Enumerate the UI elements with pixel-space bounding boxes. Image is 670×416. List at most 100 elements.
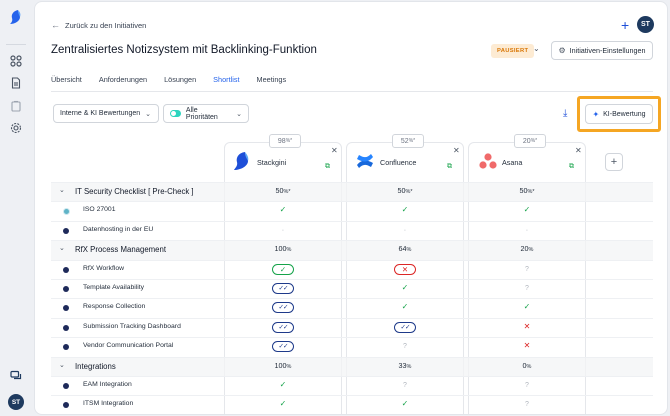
confluence-logo-icon bbox=[357, 154, 373, 168]
chevron-down-icon[interactable]: ⌄ bbox=[533, 44, 540, 53]
chevron-down-icon: ⌄ bbox=[236, 110, 242, 118]
check-icon[interactable]: ✓ bbox=[279, 399, 287, 409]
category-label: IT Security Checklist [ Pre-Check ] bbox=[75, 187, 194, 196]
check-icon[interactable]: ✓ bbox=[401, 205, 409, 215]
vendor-score-badge: 20 %* bbox=[514, 134, 546, 148]
external-link-icon[interactable]: ⧉ bbox=[447, 163, 452, 170]
check-icon[interactable]: ✓ bbox=[279, 379, 287, 389]
page-title: Zentralisiertes Notizsystem mit Backlink… bbox=[51, 44, 317, 56]
unknown-icon[interactable]: ? bbox=[525, 401, 529, 409]
check-icon[interactable]: ✓ bbox=[523, 205, 531, 215]
unknown-icon[interactable]: ? bbox=[525, 265, 529, 273]
verified-cross-icon[interactable]: ✕ bbox=[346, 263, 464, 275]
document-icon[interactable] bbox=[10, 77, 22, 89]
cross-icon[interactable]: ✕ bbox=[523, 341, 531, 351]
double-check-icon[interactable]: ✓✓ bbox=[224, 302, 342, 314]
requirement-row[interactable]: RfX Workflow ✓ ✕? bbox=[51, 259, 653, 279]
settings-gear-icon[interactable] bbox=[10, 122, 22, 134]
check-icon[interactable]: ✓ bbox=[523, 302, 531, 312]
apps-grid-icon[interactable] bbox=[10, 55, 22, 67]
arrow-left-icon: ← bbox=[51, 20, 60, 30]
double-check-icon[interactable]: ✓✓ bbox=[224, 341, 342, 353]
priority-dot-icon bbox=[63, 324, 69, 331]
requirement-label: Template Availability bbox=[83, 283, 145, 291]
settings-label: Initiativen-Einstellungen bbox=[569, 46, 646, 55]
tab-shortlist[interactable]: Shortlist bbox=[213, 72, 240, 92]
close-icon[interactable]: ✕ bbox=[453, 146, 460, 155]
category-score: 50%* bbox=[397, 186, 413, 195]
unknown-icon[interactable]: ? bbox=[403, 381, 407, 389]
requirement-label: ITSM Integration bbox=[83, 400, 134, 408]
check-icon[interactable]: ✓ bbox=[401, 282, 409, 292]
requirement-row[interactable]: ISO 27001 ✓ ✓ ✓ bbox=[51, 201, 653, 220]
tab-solutions[interactable]: Lösungen bbox=[164, 75, 197, 84]
back-link[interactable]: ← Zurück zu den Initiativen bbox=[51, 20, 146, 30]
check-icon[interactable]: ✓ bbox=[401, 399, 409, 409]
chat-icon[interactable] bbox=[10, 370, 22, 382]
sparkle-icon: ✦ bbox=[592, 109, 600, 119]
download-icon[interactable]: ⤓ bbox=[563, 108, 568, 119]
vendor-name: Stackgini bbox=[257, 158, 287, 167]
requirement-row[interactable]: Vendor Communication Portal ✓✓? ✕ bbox=[51, 337, 653, 356]
double-check-icon[interactable]: ✓✓ bbox=[346, 321, 464, 333]
not-applicable-icon[interactable]: · bbox=[281, 224, 285, 234]
tab-meetings[interactable]: Meetings bbox=[256, 75, 287, 84]
double-check-icon[interactable]: ✓✓ bbox=[224, 321, 342, 333]
category-row[interactable]: ⌄ Integrations 100% 33% 0% bbox=[51, 356, 653, 376]
tab-overview[interactable]: Übersicht bbox=[51, 75, 82, 84]
rail-separator bbox=[6, 44, 26, 45]
check-icon[interactable]: ✓ bbox=[401, 302, 409, 312]
requirement-label: Response Collection bbox=[83, 303, 146, 311]
close-icon[interactable]: ✕ bbox=[331, 146, 338, 155]
category-label: RfX Process Management bbox=[75, 245, 167, 255]
tab-bar: Übersicht Anforderungen Lösungen Shortli… bbox=[51, 72, 303, 92]
status-badge[interactable]: PAUSIERT bbox=[491, 44, 535, 58]
tab-requirements[interactable]: Anforderungen bbox=[98, 75, 148, 84]
cross-icon[interactable]: ✕ bbox=[523, 321, 531, 331]
ratings-filter-dropdown[interactable]: Interne & KI Bewertungen ⌄ bbox=[53, 104, 159, 123]
requirement-label: RfX Workflow bbox=[83, 264, 125, 272]
clipboard-icon[interactable] bbox=[10, 100, 22, 112]
main-card: ← Zurück zu den Initiativen + ST Zentral… bbox=[34, 1, 668, 415]
double-check-icon[interactable]: ✓✓ bbox=[224, 282, 342, 294]
category-row[interactable]: ⌄ IT Security Checklist [ Pre-Check ] 50%*… bbox=[51, 182, 653, 202]
unknown-icon[interactable]: ? bbox=[525, 284, 529, 292]
add-icon[interactable]: + bbox=[621, 17, 630, 33]
initiative-settings-button[interactable]: ⚙ Initiativen-Einstellungen bbox=[551, 41, 653, 60]
requirement-row[interactable]: Datenhosting in der EU · · · bbox=[51, 220, 653, 240]
category-score: 0% bbox=[522, 360, 532, 370]
requirement-row[interactable]: Template Availability ✓✓ ✓? bbox=[51, 278, 653, 298]
requirement-row[interactable]: Submission Tracking Dashboard ✓✓ ✓✓ ✕ bbox=[51, 317, 653, 337]
unknown-icon[interactable]: ? bbox=[525, 381, 529, 389]
close-icon[interactable]: ✕ bbox=[575, 146, 582, 155]
external-link-icon[interactable]: ⧉ bbox=[325, 163, 330, 170]
vendor-score-badge: 52 %* bbox=[392, 134, 424, 148]
check-icon[interactable]: ✓ bbox=[279, 205, 287, 215]
category-score: 33% bbox=[398, 360, 412, 370]
chevron-down-icon[interactable]: ⌄ bbox=[59, 187, 65, 194]
priority-filter-dropdown[interactable]: Alle Prioritäten ⌄ bbox=[163, 104, 249, 123]
chevron-down-icon[interactable]: ⌄ bbox=[59, 361, 65, 369]
tabs-divider bbox=[51, 91, 653, 92]
external-link-icon[interactable]: ⧉ bbox=[569, 163, 574, 170]
app-logo-icon[interactable] bbox=[9, 9, 23, 25]
requirement-label: ISO 27001 bbox=[83, 206, 116, 214]
not-applicable-icon[interactable]: · bbox=[525, 224, 529, 234]
unknown-icon[interactable]: ? bbox=[403, 343, 407, 351]
requirement-row[interactable]: EAM Integration ✓?? bbox=[51, 375, 653, 395]
priority-dot-icon bbox=[63, 305, 69, 312]
add-vendor-button[interactable]: + bbox=[605, 153, 623, 171]
ki-rating-button[interactable]: ✦ KI-Bewertung bbox=[585, 104, 653, 124]
verified-check-icon[interactable]: ✓ bbox=[224, 263, 342, 275]
chevron-down-icon[interactable]: ⌄ bbox=[59, 245, 65, 253]
requirement-row[interactable]: ITSM Integration ✓ ✓? bbox=[51, 395, 653, 414]
rail-avatar[interactable]: ST bbox=[8, 394, 24, 410]
priority-dot-icon bbox=[63, 227, 69, 234]
requirements-table: ⌄ IT Security Checklist [ Pre-Check ] 50%*… bbox=[51, 182, 653, 414]
category-row[interactable]: ⌄ RfX Process Management 100% 64% 20% bbox=[51, 240, 653, 260]
priority-dot-icon bbox=[63, 344, 69, 351]
requirement-row[interactable]: Response Collection ✓✓ ✓ ✓ bbox=[51, 298, 653, 317]
priority-filter-label: Alle Prioritäten bbox=[185, 106, 218, 121]
user-avatar[interactable]: ST bbox=[637, 16, 654, 33]
not-applicable-icon[interactable]: · bbox=[403, 224, 407, 234]
